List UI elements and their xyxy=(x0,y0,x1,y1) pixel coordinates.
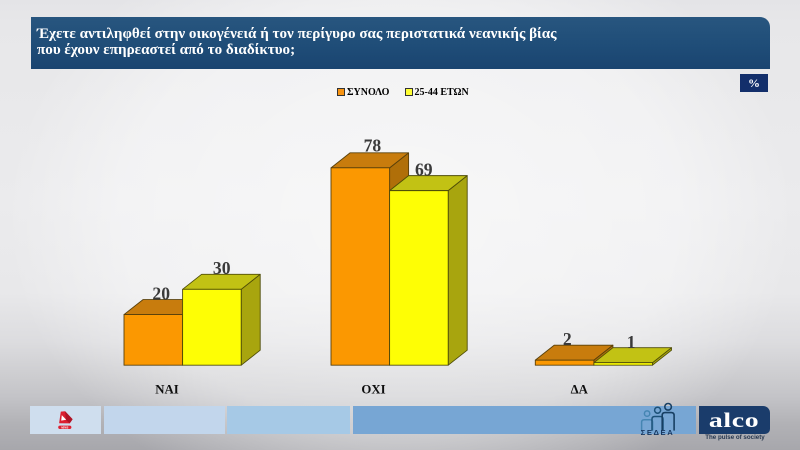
svg-text:ΔΑ: ΔΑ xyxy=(571,382,589,396)
svg-text:2: 2 xyxy=(563,329,572,349)
svg-text:78: 78 xyxy=(364,135,382,155)
svg-text:1: 1 xyxy=(627,332,636,352)
svg-text:ΟΧΙ: ΟΧΙ xyxy=(361,382,385,396)
svg-text:NEWS: NEWS xyxy=(61,426,69,429)
svg-text:ΣΕΔΕΑ: ΣΕΔΕΑ xyxy=(641,428,675,436)
svg-text:20: 20 xyxy=(152,283,170,303)
svg-text:69: 69 xyxy=(415,159,433,179)
svg-text:30: 30 xyxy=(213,258,231,278)
svg-text:ΝΑΙ: ΝΑΙ xyxy=(155,382,178,396)
